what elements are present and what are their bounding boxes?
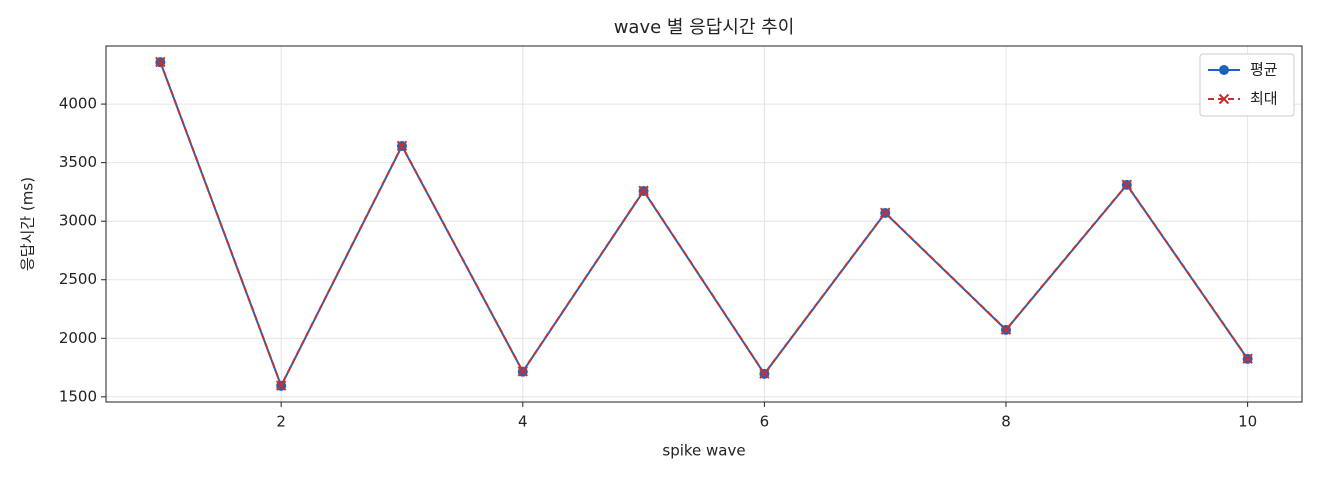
series-line (159, 61, 1249, 389)
point-marker (275, 380, 287, 391)
y-tick-label: 3000 (59, 212, 97, 230)
chart-title: wave 별 응답시간 추이 (614, 17, 795, 38)
point-marker (1121, 179, 1133, 190)
y-axis-label: 응답시간 (ms) (19, 177, 37, 271)
legend-label: 최대 (1250, 90, 1278, 108)
x-tick-label: 6 (760, 413, 770, 431)
x-tick-label: 4 (518, 413, 528, 431)
point-marker (517, 366, 528, 377)
y-tick-label: 2500 (59, 270, 97, 288)
point-marker (638, 185, 649, 196)
y-tick-label: 1500 (59, 387, 97, 405)
x-tick-label: 10 (1238, 413, 1257, 431)
point-marker (880, 207, 891, 218)
point-marker (759, 368, 770, 379)
x-axis-label: spike wave (662, 442, 745, 460)
y-tick-label: 2000 (59, 329, 97, 347)
legend-box (1199, 53, 1295, 117)
x-tick-label: 8 (1001, 413, 1011, 431)
plot-frame (105, 45, 1303, 403)
legend-marker (1218, 93, 1230, 105)
x-tick-label: 2 (276, 413, 286, 431)
y-tick-label: 3500 (59, 153, 97, 171)
point-marker (1000, 324, 1012, 335)
point-marker (155, 56, 166, 68)
series-line (159, 61, 1249, 389)
point-marker (1242, 353, 1253, 364)
point-marker (396, 140, 408, 151)
y-tick-label: 4000 (59, 95, 97, 113)
legend-label: 평균 (1250, 61, 1278, 79)
legend-marker (1219, 65, 1229, 75)
